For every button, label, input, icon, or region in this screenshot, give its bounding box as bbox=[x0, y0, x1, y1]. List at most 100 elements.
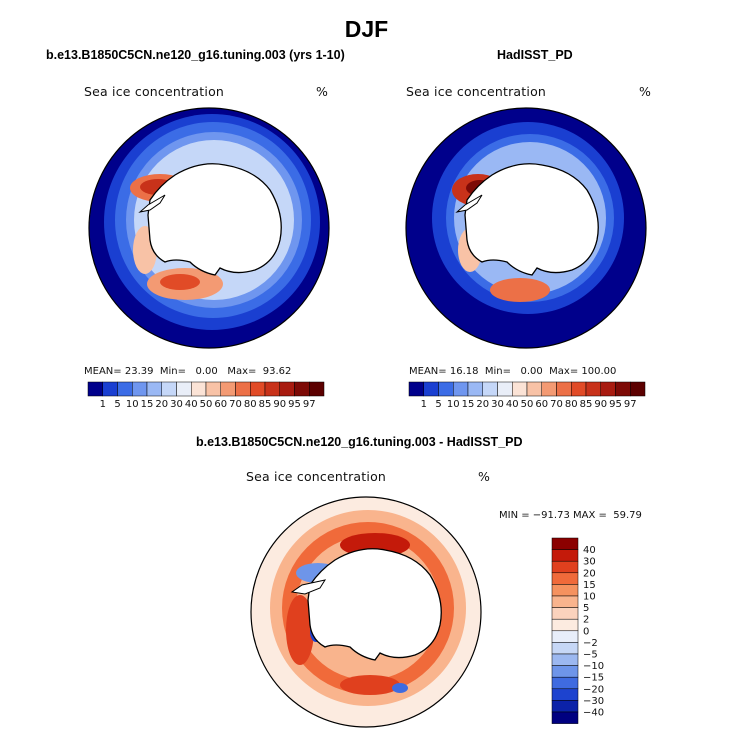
antarctica-landmass bbox=[307, 548, 442, 661]
colorbar-swatch bbox=[551, 584, 579, 597]
colorbar-tick-label: −2 bbox=[583, 638, 598, 649]
colorbar-tick-label: 5 bbox=[583, 603, 589, 614]
weddell-high-ice bbox=[130, 174, 190, 202]
ice-ring-outer bbox=[432, 122, 624, 314]
variable-label-obs: Sea ice concentration bbox=[406, 84, 547, 99]
positive-ring bbox=[270, 510, 466, 706]
antarctic-peninsula bbox=[455, 194, 483, 213]
colorbar-tick-label: 80 bbox=[565, 399, 578, 410]
colorbar-swatch bbox=[294, 381, 310, 397]
colorbar-swatch bbox=[309, 381, 325, 397]
colorbar-swatch bbox=[551, 700, 579, 713]
ice-ring-mid bbox=[115, 122, 311, 318]
colorbar-tick-label: −15 bbox=[583, 673, 604, 684]
colorbar-swatch bbox=[551, 595, 579, 608]
colorbar-tick-label: 50 bbox=[200, 399, 213, 410]
colorbar-swatch bbox=[512, 381, 528, 397]
colorbar-tick-label: 15 bbox=[583, 580, 596, 591]
weddell-negative bbox=[296, 563, 340, 583]
ice-ring-pale bbox=[134, 140, 294, 300]
antarctica-landmass bbox=[464, 163, 599, 276]
colorbar-tick-label: −5 bbox=[583, 650, 598, 661]
stats-line-diff: MIN = −91.73 MAX = 59.79 bbox=[499, 510, 642, 521]
colorbar-tick-label: 15 bbox=[141, 399, 154, 410]
colorbar-tick-label: 30 bbox=[583, 557, 596, 568]
ross-negative bbox=[310, 622, 322, 642]
colorbar-tick-label: 20 bbox=[155, 399, 168, 410]
colorbar-tick-label: 5 bbox=[435, 399, 441, 410]
colorbar-swatch bbox=[497, 381, 513, 397]
colorbar-swatch bbox=[235, 381, 251, 397]
colorbar-swatch bbox=[87, 381, 103, 397]
colorbar-tick-label: 60 bbox=[535, 399, 548, 410]
colorbar-tick-label: 97 bbox=[303, 399, 316, 410]
min-label: Min= bbox=[484, 366, 511, 377]
colorbar-swatch bbox=[551, 642, 579, 655]
colorbar-swatch bbox=[551, 665, 579, 678]
colorbar-swatch bbox=[551, 618, 579, 632]
colorbar-swatch bbox=[551, 676, 579, 690]
colorbar-tick-label: 10 bbox=[447, 399, 460, 410]
colorbar-tick-label: 15 bbox=[462, 399, 475, 410]
neutral-field bbox=[251, 497, 481, 727]
colorbar-tick-label: 40 bbox=[506, 399, 519, 410]
amundsen-ice bbox=[133, 226, 157, 274]
max-value: 100.00 bbox=[581, 366, 617, 377]
ice-ring-inner bbox=[126, 132, 302, 308]
colorbar-swatch bbox=[438, 381, 454, 397]
colorbar-model: 1 5 10 15 20 30 40 50 60 70 80 85 90 95 97 bbox=[87, 381, 325, 410]
mean-label: MEAN= bbox=[409, 366, 447, 377]
ice-ring-inner bbox=[454, 142, 606, 294]
ice-ring-outer bbox=[104, 114, 320, 330]
west-positive-core bbox=[286, 595, 314, 665]
colorbar-swatch bbox=[551, 711, 579, 724]
colorbar-swatch bbox=[630, 381, 646, 397]
colorbar-swatch bbox=[220, 381, 236, 397]
panel-title-model: b.e13.B1850C5CN.ne120_g16.tuning.003 (yr… bbox=[46, 48, 345, 62]
colorbar-tick-label: −10 bbox=[583, 661, 604, 672]
colorbar-tick-label: 5 bbox=[114, 399, 120, 410]
colorbar-tick-label: 50 bbox=[521, 399, 534, 410]
colorbar-swatch bbox=[526, 381, 542, 397]
map-boundary bbox=[405, 107, 647, 349]
south-positive-core bbox=[340, 675, 400, 695]
map-boundary bbox=[250, 496, 482, 728]
colorbar-swatch bbox=[551, 653, 579, 666]
colorbar-tick-label: 90 bbox=[273, 399, 286, 410]
max-label: Max= bbox=[227, 366, 257, 377]
colorbar-swatch bbox=[161, 381, 177, 397]
colorbar-tick-label: 95 bbox=[609, 399, 622, 410]
colorbar-swatch bbox=[264, 381, 280, 397]
colorbar-swatch bbox=[551, 607, 579, 620]
colorbar-tick-label: 2 bbox=[583, 615, 589, 626]
colorbar-tick-label: 60 bbox=[214, 399, 227, 410]
colorbar-tick-label: 1 bbox=[100, 399, 106, 410]
amundsen-ice bbox=[458, 228, 482, 272]
variable-label-diff: Sea ice concentration bbox=[246, 469, 387, 484]
colorbar-tick-label: 1 bbox=[421, 399, 427, 410]
colorbar-swatch bbox=[453, 381, 469, 397]
colorbar-swatch bbox=[279, 381, 295, 397]
colorbar-swatch bbox=[551, 688, 579, 701]
colorbar-swatch bbox=[408, 381, 424, 397]
colorbar-swatch bbox=[250, 381, 266, 397]
mean-value: 23.39 bbox=[124, 366, 154, 377]
colorbar-swatch bbox=[132, 381, 148, 397]
colorbar-obs: 1 5 10 15 20 30 40 50 60 70 80 85 90 95 97 bbox=[408, 381, 646, 410]
colorbar-tick-label: −30 bbox=[583, 696, 604, 707]
colorbar-tick-label: 70 bbox=[550, 399, 563, 410]
colorbar-swatch bbox=[615, 381, 631, 397]
ocean-field bbox=[89, 108, 329, 348]
colorbar-swatch bbox=[191, 381, 207, 397]
weddell-core bbox=[466, 180, 494, 196]
colorbar-tick-label: 0 bbox=[583, 626, 589, 637]
map-boundary bbox=[88, 107, 330, 349]
colorbar-swatch bbox=[551, 549, 579, 562]
panel-title-diff: b.e13.B1850C5CN.ne120_g16.tuning.003 - H… bbox=[196, 435, 523, 449]
mean-value: 16.18 bbox=[449, 366, 479, 377]
ross-sea-core bbox=[160, 274, 200, 290]
colorbar-tick-label: 70 bbox=[229, 399, 242, 410]
colorbar-tick-label: 40 bbox=[185, 399, 198, 410]
colorbar-tick-label: 10 bbox=[126, 399, 139, 410]
